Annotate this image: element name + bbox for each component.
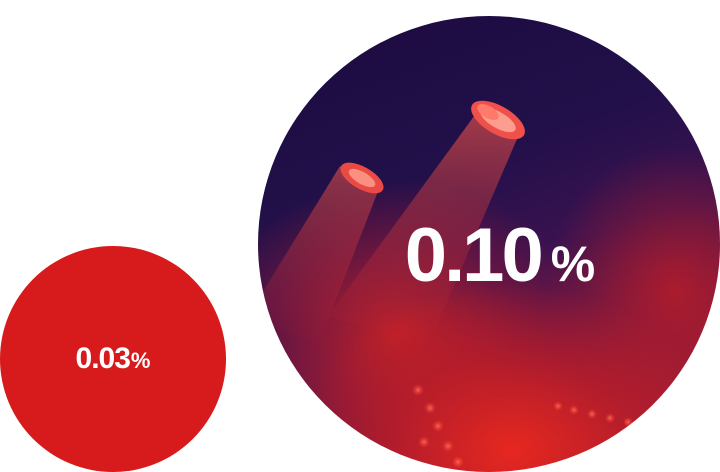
small-stat-circle: 0.03% bbox=[0, 246, 226, 472]
large-stat-circle: 0.10% bbox=[258, 16, 720, 472]
small-stat-number: 0.03 bbox=[75, 342, 131, 375]
small-stat-value: 0.03% bbox=[0, 342, 226, 376]
small-stat-unit: % bbox=[130, 348, 151, 373]
large-stat-unit: % bbox=[550, 236, 596, 292]
large-stat-number: 0.10 bbox=[404, 213, 544, 298]
stage-lights-image bbox=[258, 100, 633, 468]
spotlight-1 bbox=[471, 100, 525, 140]
large-stat-value: 0.10% bbox=[258, 212, 720, 299]
spotlight-2 bbox=[340, 162, 384, 194]
